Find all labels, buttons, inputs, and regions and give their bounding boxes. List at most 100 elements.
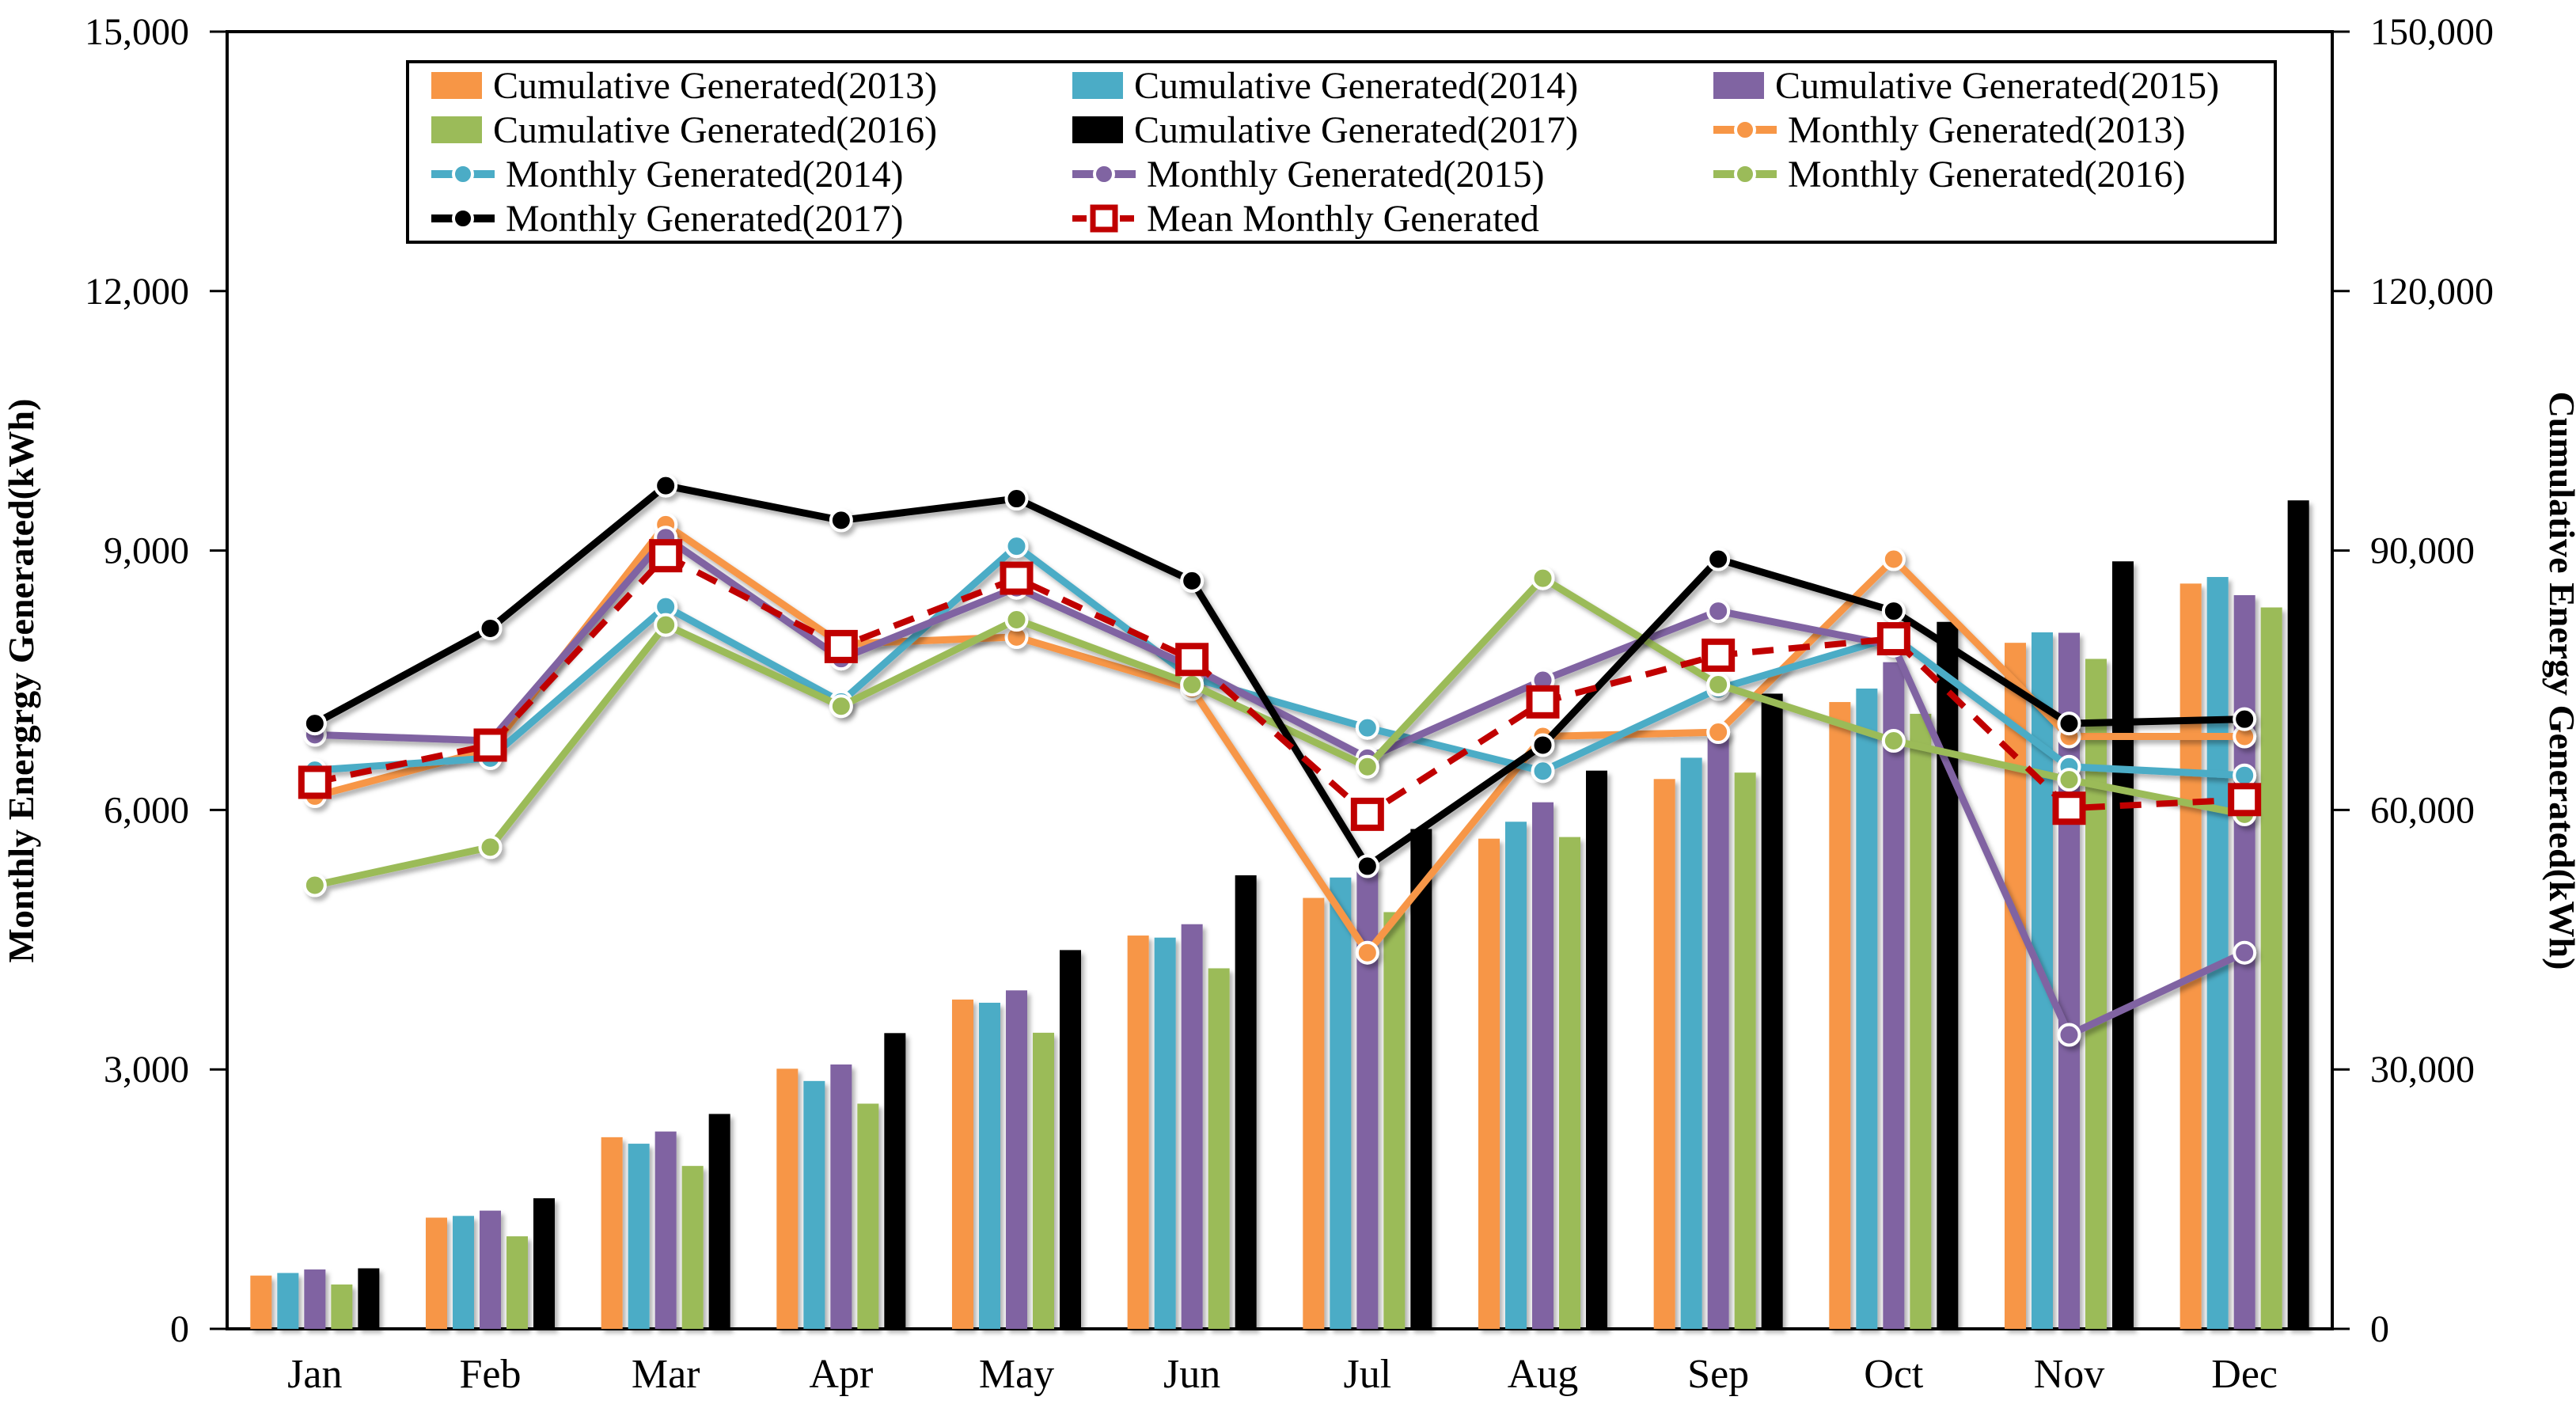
x-axis-month-label: Dec — [2211, 1352, 2278, 1397]
bar — [1033, 1032, 1054, 1329]
legend-entry: Monthly Generated(2016) — [1713, 154, 2186, 195]
bar — [1761, 693, 1783, 1329]
left-axis-tick-label: 12,000 — [85, 271, 189, 313]
right-axis-tick-label: 120,000 — [2370, 271, 2494, 313]
legend-swatch — [1072, 72, 1123, 99]
x-axis: Jan Feb Mar Apr May Jun Jul Aug Sep Oct Nov Dec — [287, 1352, 2278, 1397]
bar — [277, 1273, 299, 1329]
x-axis-month-label: Oct — [1864, 1352, 1924, 1397]
data-point-marker — [478, 835, 503, 860]
bar — [1006, 990, 1027, 1329]
mean-data-point-marker — [2052, 791, 2086, 825]
bar — [1181, 924, 1203, 1329]
bar — [681, 1166, 704, 1329]
data-point-marker — [654, 613, 678, 637]
data-point-marker — [2233, 707, 2257, 731]
data-point-marker — [1881, 547, 1906, 571]
bar — [533, 1198, 555, 1329]
mean-data-point-marker — [473, 728, 507, 762]
mean-data-point-marker — [1526, 685, 1560, 719]
bar — [2085, 658, 2107, 1329]
mean-data-point-marker — [1350, 797, 1384, 831]
bar — [857, 1103, 879, 1329]
bar — [1910, 713, 1932, 1329]
data-point-marker — [1531, 759, 1555, 784]
bar — [1829, 702, 1851, 1329]
legend-entry: Cumulative Generated(2017) — [1072, 109, 1578, 151]
bars-2013 — [250, 583, 2202, 1329]
bar — [1060, 950, 1081, 1329]
right-axis-tick-label: 30,000 — [2370, 1049, 2475, 1091]
legend-entry-label: Cumulative Generated(2016) — [493, 109, 937, 151]
data-point-marker — [1355, 940, 1379, 965]
bar — [1734, 772, 1756, 1329]
bar — [506, 1236, 528, 1329]
right-axis-tick-label: 150,000 — [2370, 11, 2494, 53]
bar — [1707, 730, 1729, 1329]
mean-data-point-marker — [1702, 638, 1736, 672]
left-axis-tick-label: 3,000 — [104, 1049, 189, 1091]
x-axis-month-label: Mar — [632, 1352, 700, 1397]
plot-border — [226, 30, 2334, 1330]
bar — [1154, 937, 1176, 1329]
bar — [1856, 688, 1878, 1329]
bar — [952, 999, 973, 1329]
data-point-marker — [1180, 568, 1205, 593]
legend-entry-label: Monthly Generated(2015) — [1147, 154, 1545, 195]
data-point-marker — [1004, 487, 1029, 511]
legend-entry: Mean Monthly Generated — [1072, 198, 1539, 240]
line-2014 — [302, 534, 2257, 787]
legend-entry-label: Cumulative Generated(2017) — [1134, 109, 1578, 151]
left-axis-tick-label: 15,000 — [85, 11, 189, 53]
data-point-marker — [829, 508, 853, 533]
series-line — [311, 542, 2248, 780]
legend-entry-label: Mean Monthly Generated — [1147, 198, 1539, 240]
bar — [358, 1268, 380, 1329]
x-axis-month-label: Apr — [809, 1352, 873, 1397]
bar — [601, 1137, 623, 1329]
data-point-marker — [1355, 754, 1379, 779]
legend-entry: Monthly Generated(2013) — [1713, 109, 2186, 151]
bar — [250, 1275, 272, 1329]
legend-entry: Cumulative Generated(2015) — [1713, 65, 2219, 107]
mean-line — [298, 539, 2262, 831]
series-line — [311, 521, 2248, 957]
right-axis-title: Cumulative Energy Generated(kWh) — [2542, 392, 2576, 970]
bar — [331, 1284, 353, 1329]
data-point-marker — [2057, 712, 2081, 736]
left-axis-tick-label: 9,000 — [104, 530, 189, 572]
x-axis-month-label: Sep — [1687, 1352, 1749, 1397]
bars-2016 — [331, 607, 2282, 1329]
data-point-marker — [302, 873, 327, 898]
bar — [884, 1033, 906, 1329]
data-point-marker — [1881, 728, 1906, 753]
bar — [1883, 662, 1905, 1329]
bar — [830, 1064, 852, 1329]
bar — [1330, 877, 1352, 1329]
x-axis-month-label: Jul — [1343, 1352, 1391, 1397]
legend-entry: Monthly Generated(2017) — [431, 198, 904, 240]
data-point-marker — [2057, 768, 2081, 792]
data-point-marker — [1004, 608, 1029, 632]
bar — [304, 1269, 326, 1329]
legend-swatch — [1072, 116, 1123, 143]
bar — [2206, 577, 2229, 1329]
legend-entry-label: Cumulative Generated(2013) — [493, 65, 937, 107]
legend-line-marker — [452, 207, 474, 230]
mean-data-point-marker — [1876, 622, 1910, 656]
data-point-marker — [1355, 715, 1379, 740]
bar — [654, 1131, 677, 1329]
left-axis-tick-label: 6,000 — [104, 789, 189, 831]
data-point-marker — [302, 712, 327, 736]
legend-entry: Cumulative Generated(2016) — [431, 109, 937, 151]
legend-line-marker — [452, 163, 474, 185]
data-point-marker — [1355, 854, 1379, 879]
bar — [803, 1080, 825, 1329]
data-point-marker — [1531, 733, 1555, 757]
legend-entry-label: Cumulative Generated(2014) — [1134, 65, 1578, 107]
legend-line-marker — [1734, 163, 1756, 185]
bar — [1208, 968, 1230, 1329]
legend-entry: Cumulative Generated(2013) — [431, 65, 937, 107]
bar — [1235, 875, 1257, 1329]
